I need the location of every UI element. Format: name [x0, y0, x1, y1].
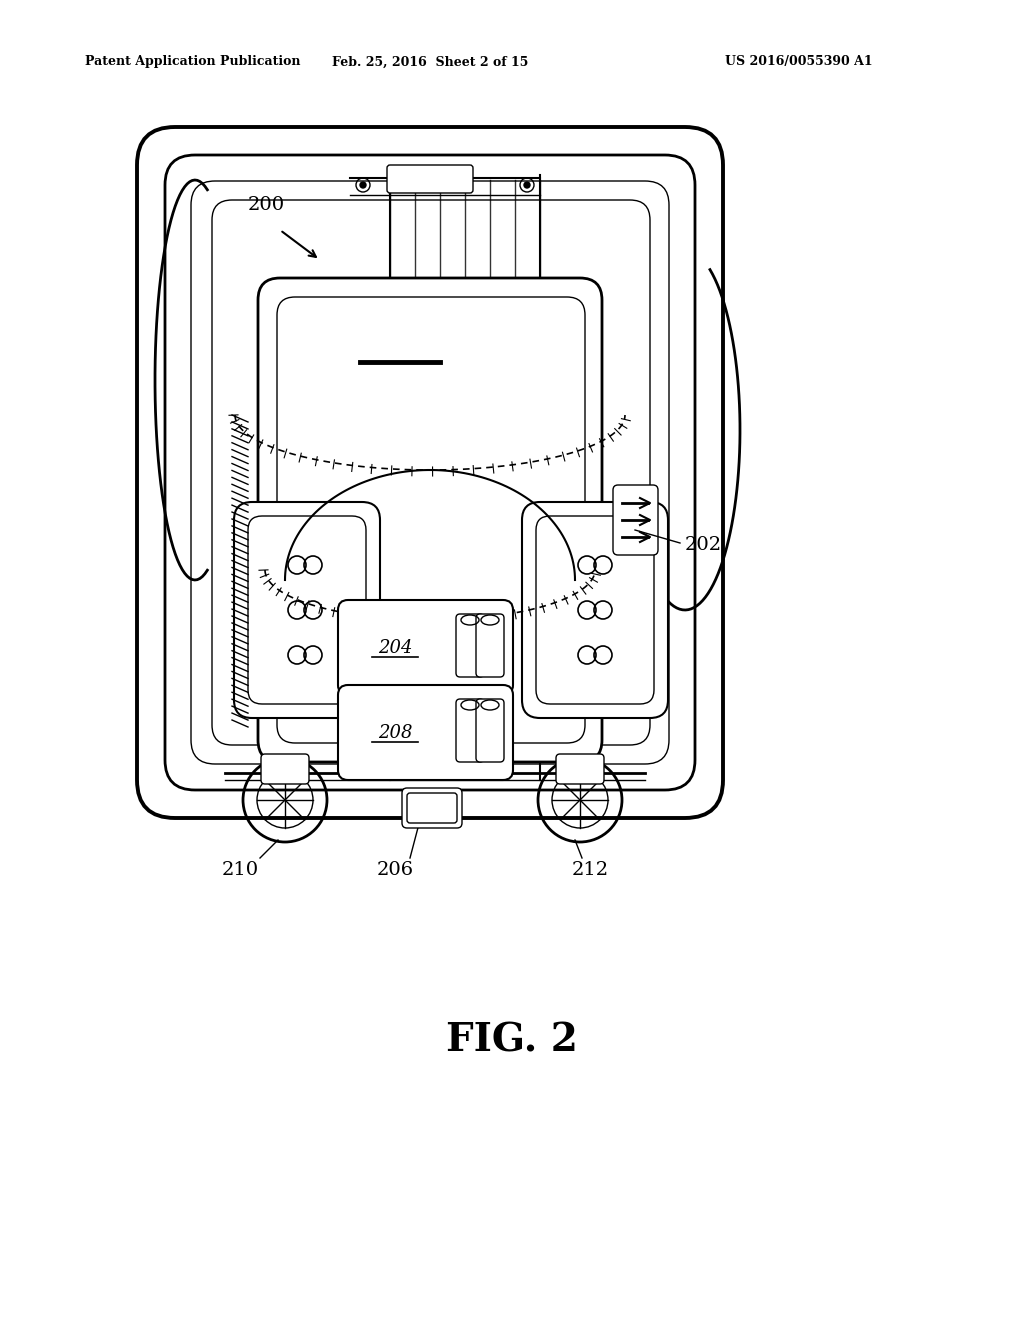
- Text: 202: 202: [685, 536, 722, 554]
- FancyBboxPatch shape: [522, 502, 668, 718]
- FancyBboxPatch shape: [407, 793, 457, 822]
- Text: Feb. 25, 2016  Sheet 2 of 15: Feb. 25, 2016 Sheet 2 of 15: [332, 55, 528, 69]
- FancyBboxPatch shape: [261, 754, 309, 784]
- Text: US 2016/0055390 A1: US 2016/0055390 A1: [725, 55, 872, 69]
- FancyBboxPatch shape: [402, 788, 462, 828]
- FancyBboxPatch shape: [137, 127, 723, 818]
- Text: 204: 204: [378, 639, 413, 657]
- Text: 206: 206: [377, 861, 414, 879]
- FancyBboxPatch shape: [338, 601, 513, 696]
- Text: 210: 210: [221, 861, 259, 879]
- FancyBboxPatch shape: [456, 700, 484, 762]
- FancyBboxPatch shape: [456, 614, 484, 677]
- Text: FIG. 2: FIG. 2: [446, 1020, 578, 1059]
- Text: 200: 200: [248, 195, 285, 214]
- FancyBboxPatch shape: [476, 614, 504, 677]
- Text: 212: 212: [571, 861, 608, 879]
- FancyBboxPatch shape: [613, 484, 658, 554]
- FancyBboxPatch shape: [234, 502, 380, 718]
- Text: Patent Application Publication: Patent Application Publication: [85, 55, 300, 69]
- FancyBboxPatch shape: [387, 165, 473, 193]
- Circle shape: [524, 182, 530, 187]
- FancyBboxPatch shape: [476, 700, 504, 762]
- FancyBboxPatch shape: [338, 685, 513, 780]
- FancyBboxPatch shape: [556, 754, 604, 784]
- FancyBboxPatch shape: [258, 279, 602, 762]
- Circle shape: [360, 182, 366, 187]
- Text: 208: 208: [378, 723, 413, 742]
